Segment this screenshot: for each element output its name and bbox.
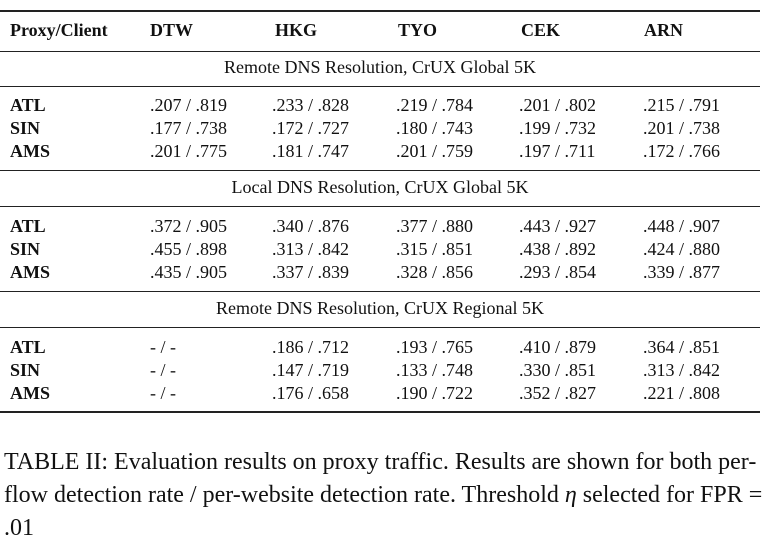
table-cell: .197 / .711 xyxy=(519,141,596,161)
section-rule xyxy=(0,86,760,87)
header-hkg: HKG xyxy=(275,20,318,40)
table-cell: .435 / .905 xyxy=(150,262,228,282)
table-cell: .455 / .898 xyxy=(150,239,228,259)
table-cell: .177 / .738 xyxy=(150,118,228,138)
table-cell: .340 / .876 xyxy=(272,216,350,236)
table-cell: .133 / .748 xyxy=(396,360,474,380)
header-proxy-client: Proxy/Client xyxy=(10,20,108,40)
table-cell: - / - xyxy=(150,383,176,403)
section-title-remote-global: Remote DNS Resolution, CrUX Global 5K xyxy=(224,57,536,77)
table-cell: .328 / .856 xyxy=(396,262,474,282)
row-label: AMS xyxy=(10,262,50,282)
table-cell: .147 / .719 xyxy=(272,360,350,380)
row-label: SIN xyxy=(10,239,41,259)
table-cell: .207 / .819 xyxy=(150,95,228,115)
table-cell: .443 / .927 xyxy=(519,216,597,236)
table-cell: .330 / .851 xyxy=(519,360,597,380)
table-cell: .180 / .743 xyxy=(396,118,474,138)
header-rule xyxy=(0,51,760,52)
table-cell: .337 / .839 xyxy=(272,262,350,282)
table-cell: .221 / .808 xyxy=(643,383,721,403)
header-arn: ARN xyxy=(644,20,683,40)
table-cell: .339 / .877 xyxy=(643,262,721,282)
table-cell: .201 / .759 xyxy=(396,141,474,161)
table-cell: .219 / .784 xyxy=(396,95,474,115)
table-cell: - / - xyxy=(150,360,176,380)
section-rule xyxy=(0,206,760,207)
header-cek: CEK xyxy=(521,20,561,40)
table-cell: .215 / .791 xyxy=(643,95,721,115)
table-cell: .372 / .905 xyxy=(150,216,228,236)
table-cell: .193 / .765 xyxy=(396,337,474,357)
row-label: SIN xyxy=(10,118,41,138)
table-cell: .181 / .747 xyxy=(272,141,350,161)
table-cell: .377 / .880 xyxy=(396,216,474,236)
row-label: SIN xyxy=(10,360,41,380)
table-cell: .172 / .727 xyxy=(272,118,350,138)
row-label: ATL xyxy=(10,337,46,357)
section-rule xyxy=(0,327,760,328)
table-cell: .313 / .842 xyxy=(272,239,350,259)
table-cell: .293 / .854 xyxy=(519,262,597,282)
table-cell: - / - xyxy=(150,337,176,357)
section-title-local-global: Local DNS Resolution, CrUX Global 5K xyxy=(231,177,529,197)
table-cell: .201 / .802 xyxy=(519,95,597,115)
table-cell: .364 / .851 xyxy=(643,337,721,357)
caption-text: TABLE II: Evaluation results on proxy tr… xyxy=(4,449,757,508)
row-label: ATL xyxy=(10,216,46,236)
table-cell: .201 / .738 xyxy=(643,118,721,138)
table-caption: TABLE II: Evaluation results on proxy tr… xyxy=(4,446,764,545)
table-cell: .176 / .658 xyxy=(272,383,350,403)
table-cell: .190 / .722 xyxy=(396,383,474,403)
table-cell: .199 / .732 xyxy=(519,118,597,138)
table-cell: .315 / .851 xyxy=(396,239,474,259)
table-cell: .313 / .842 xyxy=(643,360,721,380)
table-cell: .352 / .827 xyxy=(519,383,597,403)
table-cell: .233 / .828 xyxy=(272,95,350,115)
table-cell: .186 / .712 xyxy=(272,337,350,357)
header-tyo: TYO xyxy=(398,20,438,40)
top-rule xyxy=(0,10,760,12)
table-cell: .448 / .907 xyxy=(643,216,721,236)
bottom-rule xyxy=(0,411,760,413)
eta-symbol: η xyxy=(564,482,577,508)
table-cell: .424 / .880 xyxy=(643,239,721,259)
row-label: AMS xyxy=(10,141,50,161)
table-cell: .410 / .879 xyxy=(519,337,597,357)
table-cell: .172 / .766 xyxy=(643,141,721,161)
section-divider xyxy=(0,291,760,292)
row-label: AMS xyxy=(10,383,50,403)
section-title-remote-regional: Remote DNS Resolution, CrUX Regional 5K xyxy=(216,298,544,318)
table-cell: .201 / .775 xyxy=(150,141,228,161)
section-divider xyxy=(0,170,760,171)
header-dtw: DTW xyxy=(150,20,194,40)
row-label: ATL xyxy=(10,95,46,115)
table-cell: .438 / .892 xyxy=(519,239,597,259)
